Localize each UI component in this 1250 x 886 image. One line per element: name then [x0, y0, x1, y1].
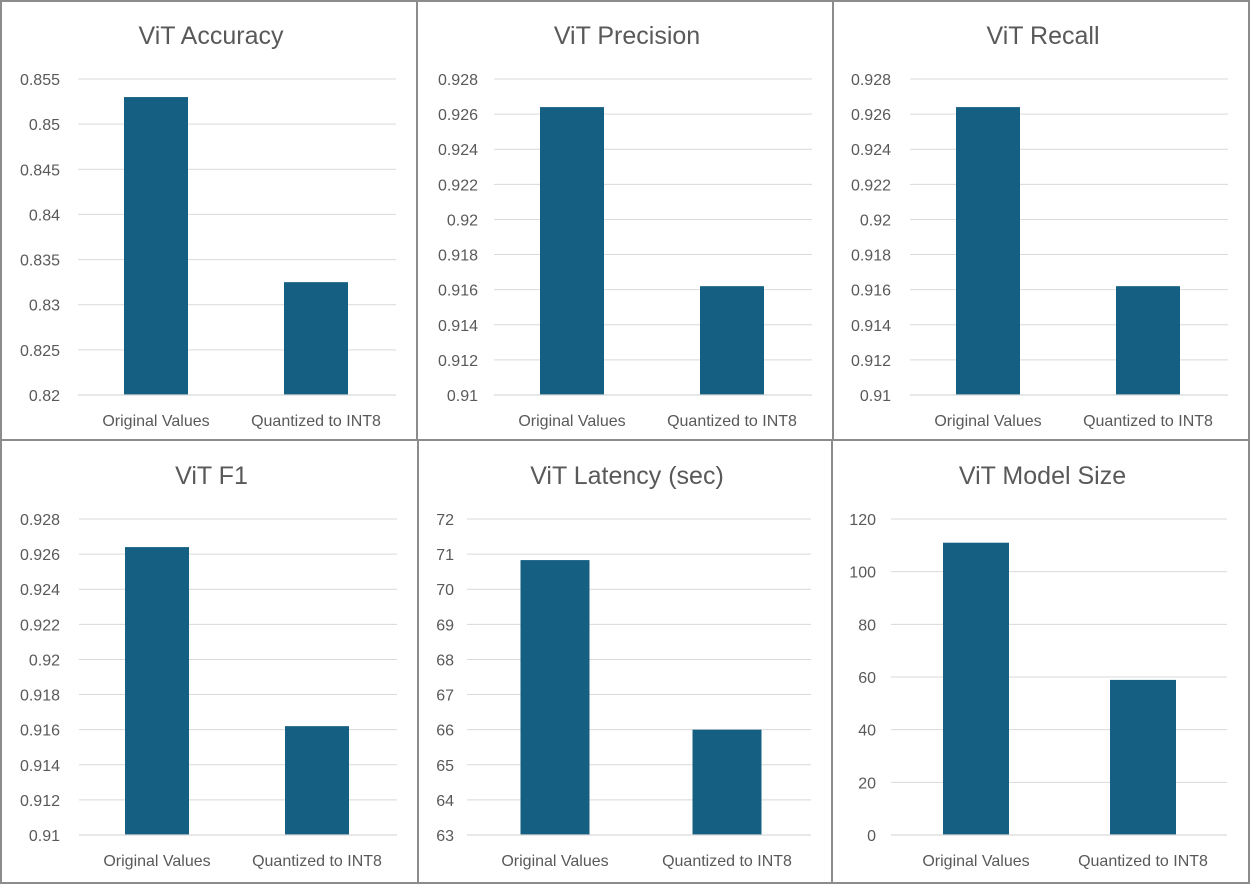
x-category-label: Original Values [934, 413, 1041, 430]
y-tick-label: 0.845 [20, 162, 60, 179]
x-category-label: Quantized to INT8 [1083, 413, 1213, 430]
y-tick-label: 0.912 [438, 353, 478, 370]
chart-svg: ViT Accuracy 0.82 0.825 0.83 0.835 0.84 0.845 0… [20, 22, 396, 430]
y-tick-label: 0.83 [29, 298, 60, 315]
y-tick-label: 0.825 [20, 343, 60, 360]
chart-title: ViT Precision [554, 22, 700, 50]
y-tick-label: 60 [858, 670, 876, 687]
y-tick-label: 69 [436, 617, 454, 634]
y-tick-label: 63 [436, 828, 454, 845]
x-category-label: Original Values [922, 853, 1029, 870]
y-tick-label: 72 [436, 512, 454, 529]
y-tick-label: 0.835 [20, 253, 60, 270]
y-tick-label: 0.918 [851, 248, 891, 265]
y-tick-label: 0.928 [438, 72, 478, 89]
x-category-label: Quantized to INT8 [667, 413, 797, 430]
y-tick-label: 66 [436, 723, 454, 740]
y-tick-label: 0.916 [851, 283, 891, 300]
y-tick-label: 0.84 [29, 207, 60, 224]
chart-svg: ViT Model Size 0 20 40 60 80 100 120 Original Va… [849, 462, 1227, 870]
y-tick-label: 64 [436, 793, 454, 810]
chart-panel-accuracy: ViT Accuracy 0.82 0.825 0.83 0.835 0.84 0.845 0… [0, 0, 418, 441]
y-tick-label: 0 [867, 828, 876, 845]
y-tick-label: 0.916 [20, 723, 60, 740]
chart-svg: ViT Recall 0.91 0.912 0.914 0.916 0.918 0.92 0.… [851, 22, 1228, 430]
y-tick-label: 71 [436, 547, 454, 564]
y-tick-label: 0.928 [20, 512, 60, 529]
y-tick-label: 0.922 [851, 177, 891, 194]
y-tick-label: 0.922 [438, 177, 478, 194]
y-tick-label: 0.918 [438, 248, 478, 265]
y-tick-label: 0.92 [860, 212, 891, 229]
y-tick-label: 0.91 [29, 828, 60, 845]
y-tick-label: 0.926 [851, 107, 891, 124]
chart-svg: ViT Latency (sec) 63 64 65 66 67 68 69 70 71 72 Ori… [436, 462, 811, 870]
y-tick-label: 0.916 [438, 283, 478, 300]
y-tick-label: 0.82 [29, 388, 60, 405]
chart-panel-recall: ViT Recall 0.91 0.912 0.914 0.916 0.918 0.92 0.… [832, 0, 1250, 441]
y-tick-label: 0.912 [851, 353, 891, 370]
bar [540, 107, 604, 395]
y-tick-label: 65 [436, 758, 454, 775]
x-category-label: Quantized to INT8 [251, 413, 381, 430]
x-category-label: Quantized to INT8 [252, 853, 382, 870]
chart-panel-f1: ViT F1 0.91 0.912 0.914 0.916 0.918 0.92 0.922 0… [0, 439, 419, 884]
y-tick-label: 20 [858, 775, 876, 792]
y-tick-label: 0.912 [20, 793, 60, 810]
bar [284, 282, 348, 395]
x-category-label: Original Values [501, 853, 608, 870]
bar [125, 547, 189, 835]
chart-panel-precision: ViT Precision 0.91 0.912 0.914 0.916 0.918 0.9… [416, 0, 834, 441]
y-tick-label: 120 [849, 512, 876, 529]
chart-title: ViT Recall [986, 22, 1099, 50]
bar [1116, 286, 1180, 395]
bar [956, 107, 1020, 395]
y-tick-label: 40 [858, 723, 876, 740]
y-tick-label: 0.924 [851, 142, 891, 159]
y-tick-label: 0.914 [438, 318, 478, 335]
x-category-label: Original Values [518, 413, 625, 430]
chart-title: ViT Model Size [959, 462, 1126, 490]
chart-svg: ViT F1 0.91 0.912 0.914 0.916 0.918 0.92 0.922 0… [20, 462, 397, 870]
y-tick-label: 0.914 [851, 318, 891, 335]
y-tick-label: 0.926 [438, 107, 478, 124]
bar [124, 97, 188, 396]
bar [943, 542, 1009, 835]
chart-title: ViT Latency (sec) [530, 462, 724, 490]
y-tick-label: 0.924 [438, 142, 478, 159]
y-tick-label: 70 [436, 582, 454, 599]
x-category-label: Original Values [103, 853, 210, 870]
y-tick-label: 0.926 [20, 547, 60, 564]
y-tick-label: 67 [436, 688, 454, 705]
y-tick-label: 0.928 [851, 72, 891, 89]
x-category-label: Original Values [102, 413, 209, 430]
chart-title: ViT F1 [175, 462, 248, 490]
bar [1110, 679, 1176, 835]
bar [285, 726, 349, 835]
chart-panel-model-size: ViT Model Size 0 20 40 60 80 100 120 Original Va… [831, 439, 1250, 884]
y-tick-label: 0.914 [20, 758, 60, 775]
y-tick-label: 0.85 [29, 117, 60, 134]
y-tick-label: 80 [858, 617, 876, 634]
x-category-label: Quantized to INT8 [1078, 853, 1208, 870]
y-tick-label: 0.92 [447, 212, 478, 229]
bar [692, 729, 762, 835]
x-category-label: Quantized to INT8 [662, 853, 792, 870]
y-tick-label: 0.91 [447, 388, 478, 405]
y-tick-label: 0.91 [860, 388, 891, 405]
bar [520, 560, 590, 835]
chart-svg: ViT Precision 0.91 0.912 0.914 0.916 0.918 0.9… [438, 22, 812, 430]
y-tick-label: 100 [849, 565, 876, 582]
chart-panel-latency: ViT Latency (sec) 63 64 65 66 67 68 69 70 71 72 Ori… [417, 439, 833, 884]
chart-title: ViT Accuracy [139, 22, 284, 50]
y-tick-label: 0.924 [20, 582, 60, 599]
y-tick-label: 0.918 [20, 688, 60, 705]
y-tick-label: 0.922 [20, 617, 60, 634]
y-tick-label: 0.855 [20, 72, 60, 89]
bar [700, 286, 764, 395]
y-tick-label: 0.92 [29, 652, 60, 669]
y-tick-label: 68 [436, 652, 454, 669]
